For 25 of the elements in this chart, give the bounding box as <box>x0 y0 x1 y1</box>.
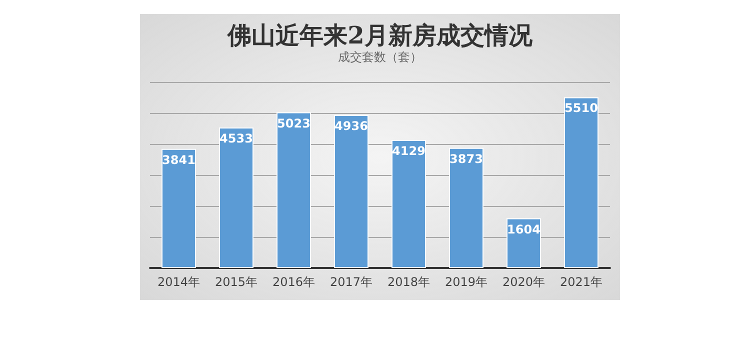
x-tick-label: 2021年 <box>560 275 603 289</box>
data-label: 3873 <box>450 152 483 166</box>
x-tick-label: 2016年 <box>272 275 316 289</box>
x-tick-label: 2014年 <box>157 275 200 289</box>
x-tick-label: 2019年 <box>444 275 488 289</box>
data-label: 1604 <box>507 222 540 236</box>
x-tick-label: 2017年 <box>330 275 373 289</box>
data-label: 5023 <box>277 116 310 130</box>
bar <box>449 148 484 268</box>
bar <box>219 127 254 268</box>
data-label: 3841 <box>162 152 196 167</box>
data-label: 4533 <box>220 131 253 146</box>
data-label: 5510 <box>564 101 598 116</box>
x-tick-label: 2015年 <box>214 275 258 289</box>
bar <box>162 148 196 268</box>
chart-subtitle: 成交套数（套） <box>338 50 422 64</box>
data-label: 4936 <box>334 118 368 133</box>
data-label: 4129 <box>392 144 426 158</box>
bar <box>392 140 426 268</box>
bar <box>334 114 368 268</box>
bar <box>564 97 598 268</box>
x-tick-label: 2018年 <box>387 275 430 289</box>
bar <box>276 112 311 268</box>
chart-title: 佛山近年来2月新房成交情况 <box>226 20 534 50</box>
x-tick-label: 2020年 <box>502 275 546 289</box>
